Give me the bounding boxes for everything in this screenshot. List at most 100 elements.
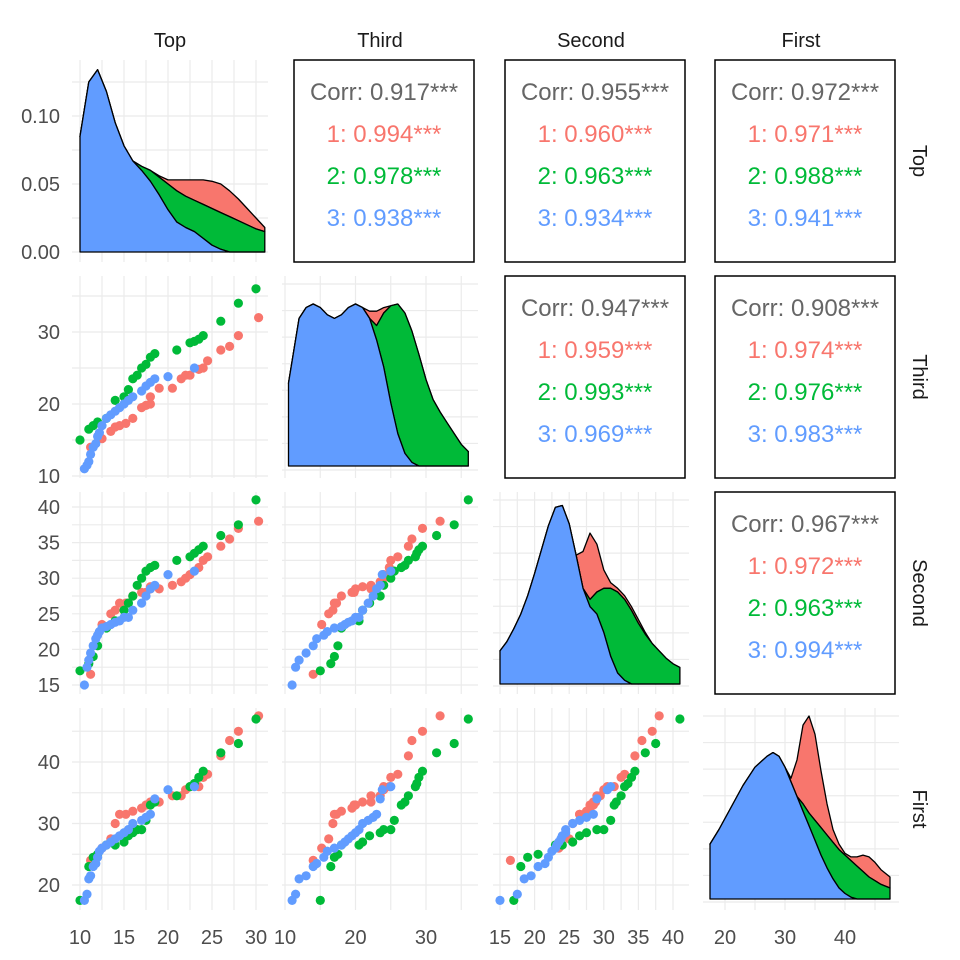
density-panel-first: [703, 708, 899, 910]
y-tick-label-second: 15: [38, 675, 60, 697]
point-group-2: [132, 580, 142, 590]
x-tick-label-first: 30: [774, 927, 796, 949]
point-group-3: [301, 871, 311, 881]
point-group-2: [216, 316, 226, 326]
point-group-2: [110, 395, 120, 405]
point-group-2: [251, 284, 261, 294]
corr-overall-text: Corr: 0.955***: [521, 79, 669, 106]
point-group-1: [128, 413, 138, 423]
point-group-1: [225, 534, 235, 544]
scatter-panel-second-vs-third: [282, 492, 478, 694]
corr-group-1-text: 1: 0.974***: [748, 337, 863, 364]
corr-panel-third-second: Corr: 0.947*** 1: 0.959*** 2: 0.993*** 3: 0…: [504, 275, 686, 479]
y-tick-label-first: 20: [38, 875, 60, 897]
point-group-1: [121, 418, 131, 428]
point-group-1: [393, 552, 403, 562]
point-group-2: [379, 825, 389, 835]
point-group-2: [432, 530, 442, 541]
point-group-1: [233, 331, 243, 341]
y-tick-label-density: 0.10: [21, 106, 60, 128]
x-tick-label-second: 30: [593, 927, 615, 949]
x-tick-label-second: 25: [558, 927, 580, 949]
y-tick-label-first: 40: [38, 752, 60, 774]
point-group-1: [324, 834, 334, 844]
point-group-2: [463, 495, 473, 505]
point-group-1: [366, 791, 376, 801]
point-group-1: [225, 341, 235, 351]
point-group-3: [329, 843, 339, 853]
corr-panel-top-first: Corr: 0.972*** 1: 0.971*** 2: 0.988*** 3: 0…: [714, 59, 896, 263]
point-group-1: [637, 735, 647, 746]
corr-group-3-text: 3: 0.941***: [748, 205, 863, 232]
point-group-1: [435, 711, 445, 721]
point-group-2: [233, 520, 243, 530]
point-group-3: [308, 641, 318, 651]
point-group-3: [368, 591, 378, 601]
point-group-2: [358, 837, 368, 847]
point-group-3: [526, 871, 536, 881]
y-tick-label-density: 0.00: [21, 242, 60, 264]
corr-group-1-text: 1: 0.960***: [538, 121, 653, 148]
corr-group-1-text: 1: 0.959***: [538, 337, 653, 364]
point-group-3: [128, 605, 138, 615]
density-area-group-3: [287, 303, 469, 467]
point-group-2: [403, 555, 413, 566]
point-group-3: [606, 782, 616, 792]
corr-overall-text: Corr: 0.947***: [521, 295, 669, 322]
point-group-2: [216, 530, 226, 541]
point-group-2: [365, 831, 375, 841]
x-tick-label-top: 20: [157, 927, 179, 949]
point-group-3: [575, 815, 585, 826]
point-group-3: [86, 449, 96, 459]
corr-group-1-text: 1: 0.994***: [327, 121, 442, 148]
point-group-2: [651, 738, 661, 749]
point-group-3: [322, 846, 332, 856]
point-group-3: [189, 363, 199, 373]
point-group-1: [128, 806, 138, 816]
point-group-2: [329, 651, 339, 662]
x-tick-label-first: 40: [834, 927, 856, 949]
point-group-1: [154, 383, 164, 393]
point-group-3: [163, 570, 173, 580]
point-group-3: [354, 612, 364, 623]
x-tick-label-top: 15: [113, 927, 135, 949]
point-group-3: [294, 655, 304, 665]
corr-group-1-text: 1: 0.972***: [748, 553, 863, 580]
point-group-1: [350, 584, 361, 594]
point-group-1: [403, 751, 413, 761]
corr-box: [504, 275, 686, 479]
point-group-3: [301, 648, 311, 658]
point-group-2: [386, 825, 396, 835]
y-tick-label-first: 30: [38, 814, 60, 836]
point-group-2: [198, 541, 208, 551]
point-group-1: [86, 669, 96, 679]
point-group-3: [519, 874, 529, 884]
point-group-3: [386, 566, 396, 576]
point-group-3: [84, 655, 94, 665]
point-group-2: [198, 331, 208, 341]
point-group-3: [150, 794, 160, 804]
column-strip-label-third: Third: [357, 30, 403, 52]
point-group-3: [287, 680, 297, 690]
corr-group-2-text: 2: 0.976***: [748, 379, 863, 406]
point-group-1: [358, 797, 368, 807]
point-group-3: [495, 895, 505, 906]
point-group-1: [167, 383, 177, 393]
point-group-1: [407, 735, 417, 746]
point-group-2: [449, 738, 459, 749]
corr-group-3-text: 3: 0.969***: [538, 421, 653, 448]
point-group-1: [216, 345, 226, 355]
point-group-1: [350, 800, 361, 810]
y-tick-label-second: 25: [38, 604, 60, 626]
point-group-1: [110, 605, 120, 615]
point-group-3: [291, 889, 301, 899]
point-group-2: [463, 714, 473, 724]
point-group-3: [533, 861, 543, 872]
corr-group-3-text: 3: 0.934***: [538, 205, 653, 232]
x-tick-label-third: 20: [344, 927, 366, 949]
point-group-3: [141, 591, 151, 601]
x-tick-label-second: 35: [627, 927, 649, 949]
point-group-1: [121, 809, 131, 819]
point-group-2: [172, 791, 182, 801]
